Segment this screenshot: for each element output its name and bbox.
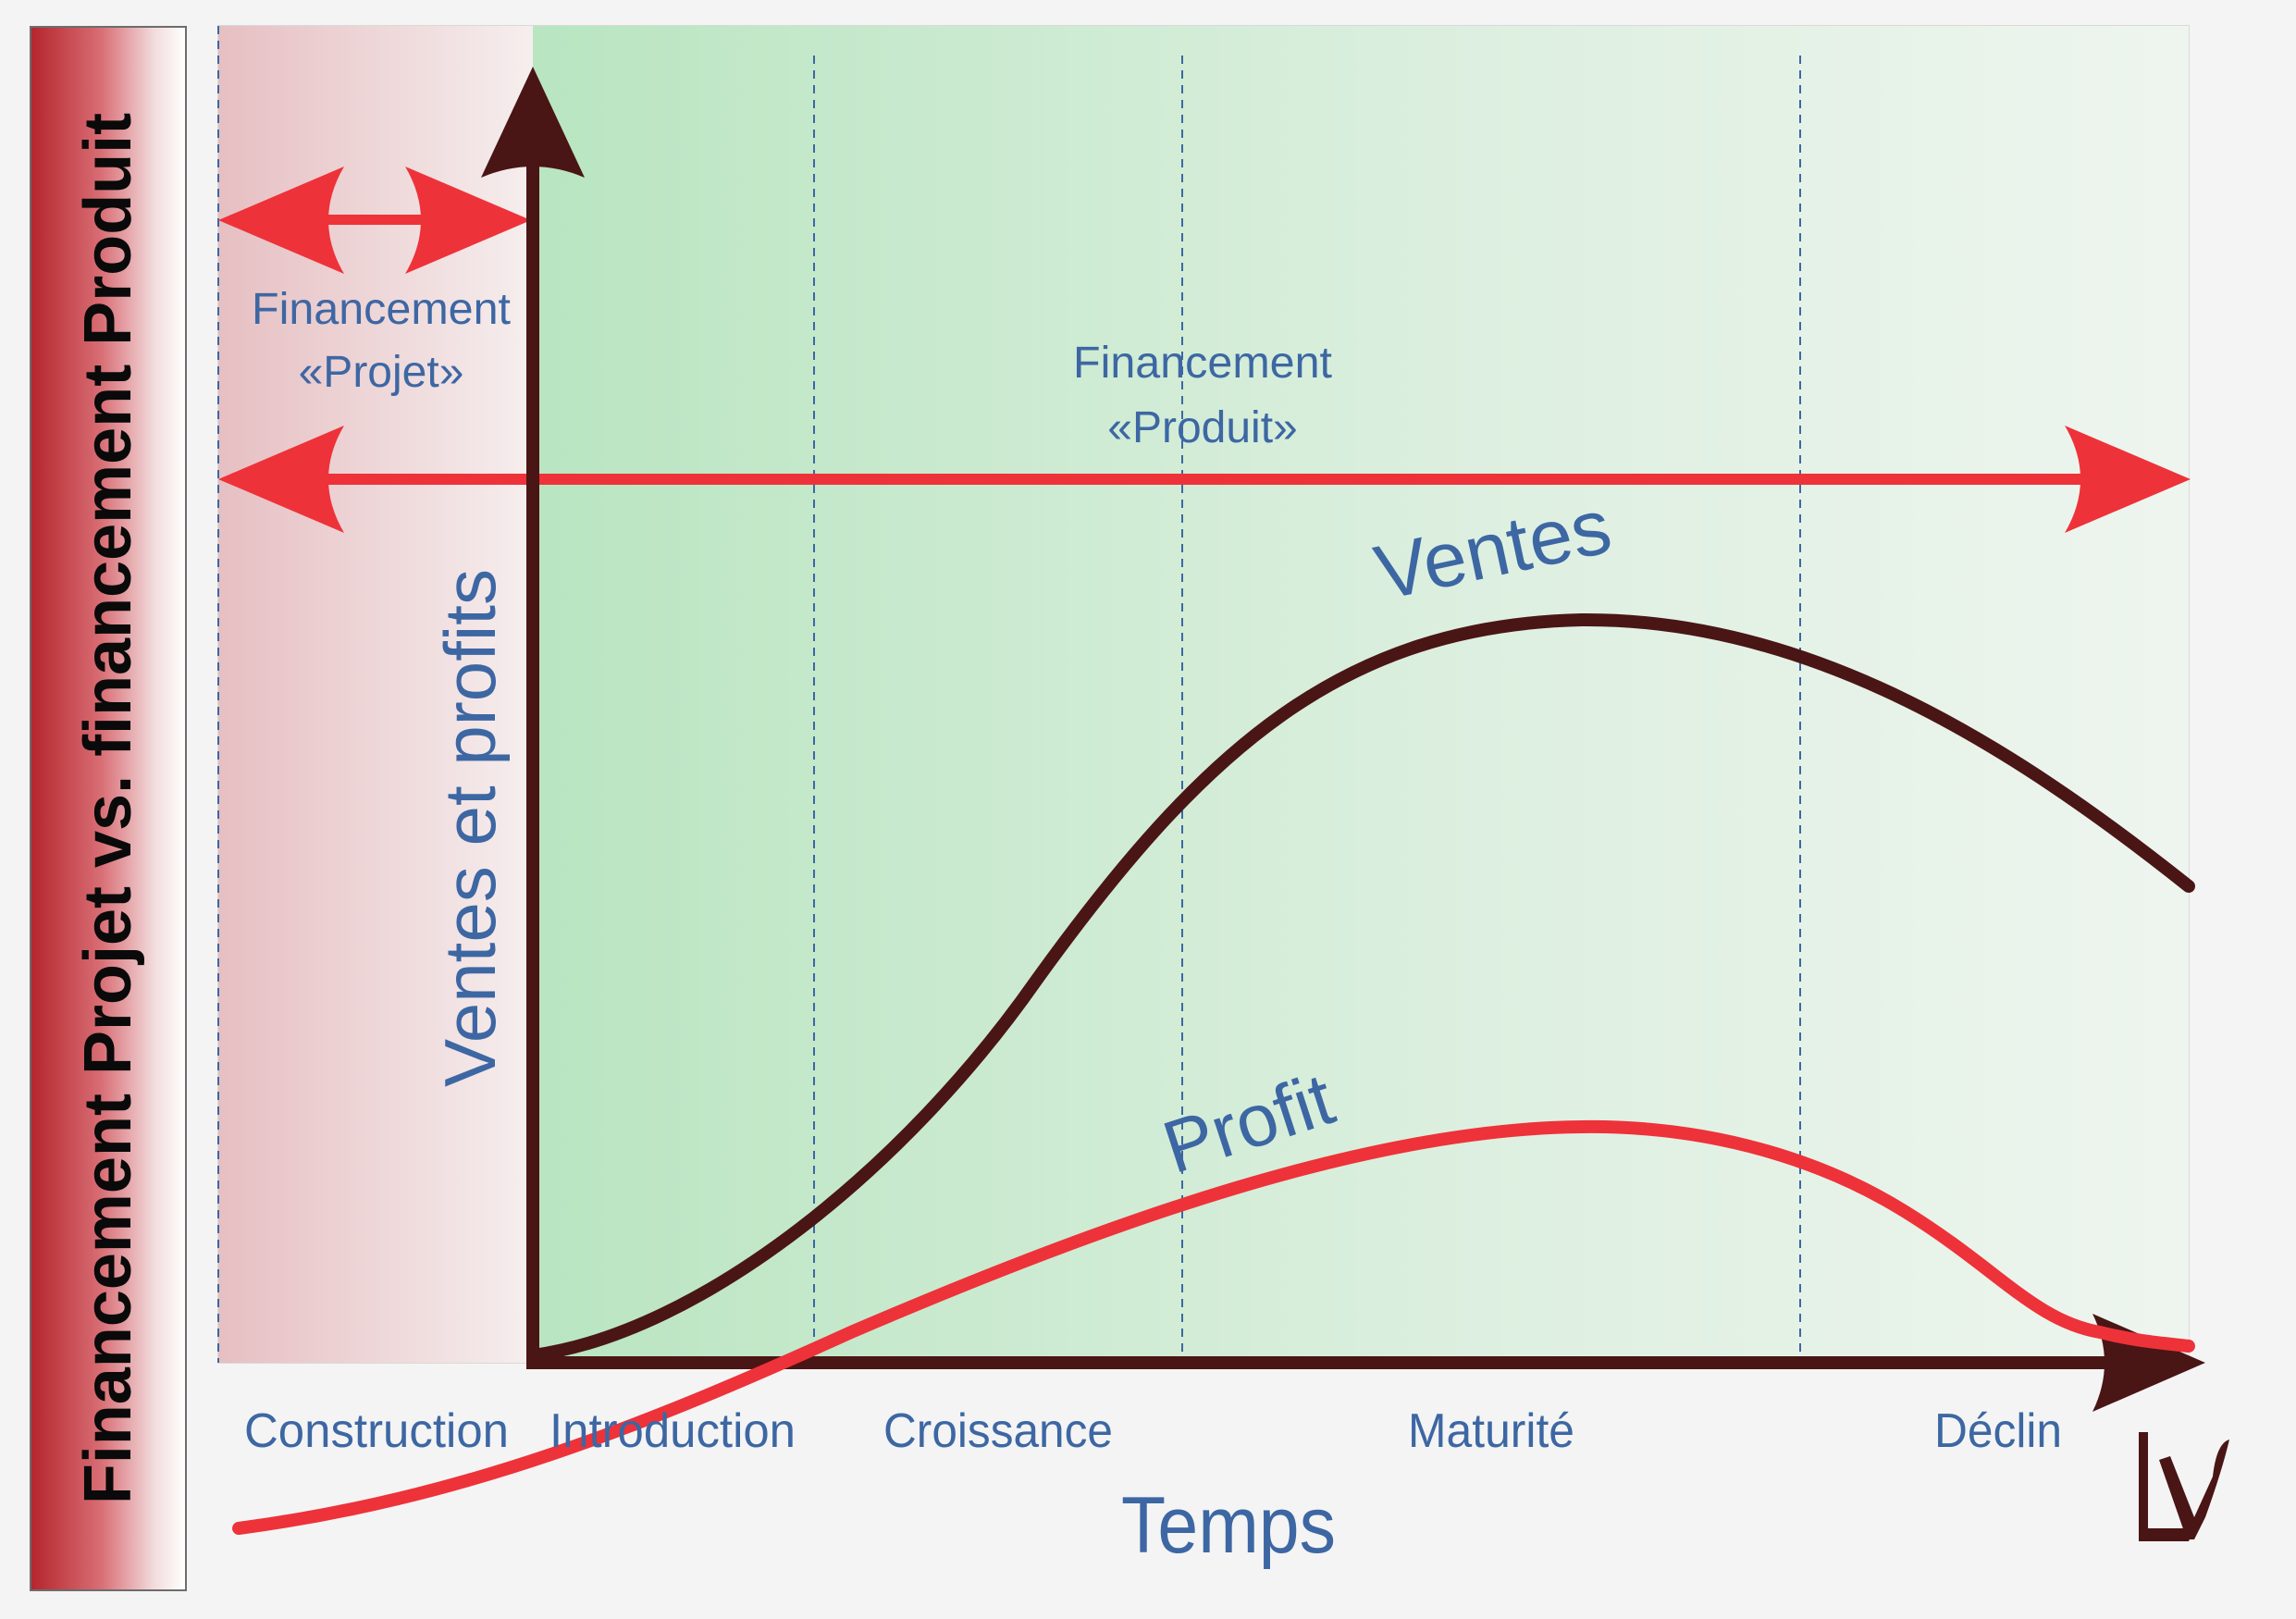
phase-label-croissance: Croissance (883, 1404, 1113, 1458)
y-axis-arrowhead (481, 67, 585, 178)
phase-label-declin: Déclin (1934, 1404, 2062, 1458)
produit-label-line1: Financement (1073, 339, 1332, 388)
phase-label-maturite: Maturité (1408, 1404, 1574, 1458)
lv-logo-icon (2139, 1432, 2229, 1541)
projet-label-line1: Financement (252, 285, 511, 334)
profit-curve (232, 1119, 2195, 1535)
phase-dividers (217, 26, 1801, 1363)
phase-label-introduction: Introduction (549, 1404, 796, 1458)
side-banner (30, 26, 187, 1591)
product-zone (533, 26, 2189, 1363)
projet-label-line2: «Projet» (299, 348, 464, 397)
ventes-curve (526, 612, 2195, 1362)
phase-label-construction: Construction (244, 1404, 509, 1458)
y-axis-label: Ventes et profits (429, 569, 511, 1087)
x-axis-label: Temps (1121, 1481, 1336, 1570)
produit-arrow (218, 426, 2191, 533)
produit-label-line2: «Produit» (1107, 403, 1297, 452)
construction-zone (218, 26, 533, 1363)
projet-arrow (218, 167, 531, 274)
phase-labels: Construction Introduction Croissance Mat… (244, 1404, 2062, 1458)
